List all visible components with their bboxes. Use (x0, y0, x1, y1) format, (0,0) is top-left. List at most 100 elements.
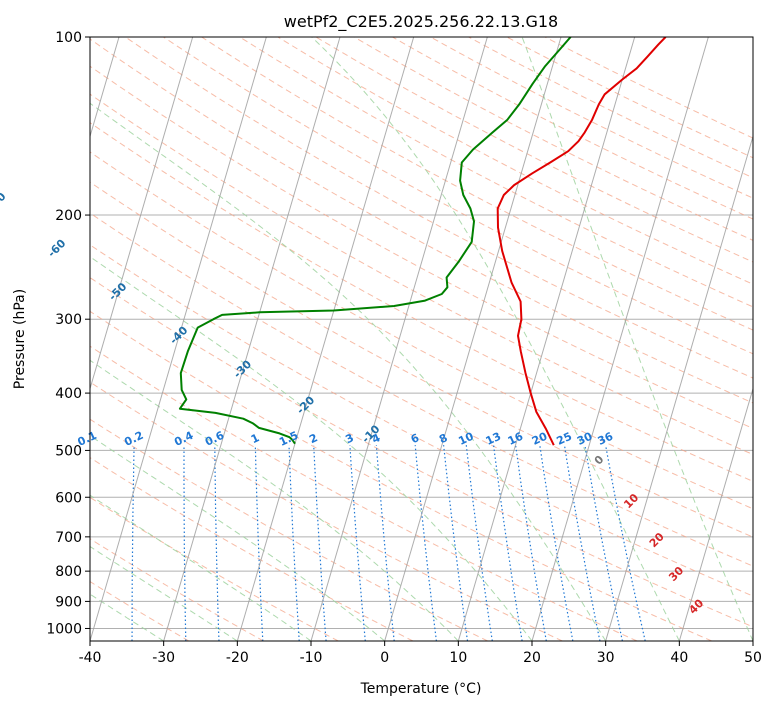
y-tick-label: 100 (55, 30, 82, 46)
dry-adiabat (90, 65, 753, 429)
dry-adiabat (90, 181, 753, 538)
mixing-ratio-line (465, 445, 493, 641)
mixing-ratio-line (82, 445, 88, 641)
mixing-ratio-label: 13 (484, 430, 503, 448)
y-tick-label: 400 (55, 386, 82, 402)
dry-adiabat (90, 457, 414, 641)
isotherm-line (90, 37, 267, 641)
mixing-ratio-line (349, 445, 366, 641)
dry-adiabat (353, 37, 753, 241)
mixing-ratio-label: 0.6 (203, 429, 226, 449)
isotherm-label: -70 (0, 190, 9, 213)
dry-adiabat (201, 37, 753, 331)
dry-adiabat (90, 38, 753, 404)
isotherm-line (310, 37, 488, 641)
theta-label: 30 (666, 564, 686, 584)
mixing-ratio-label: 1 (249, 431, 261, 446)
dry-adiabat (277, 37, 753, 285)
isotherm-line (678, 386, 753, 641)
y-tick-label: 200 (55, 208, 82, 224)
y-tick-label: 300 (55, 312, 82, 328)
background-lines (82, 37, 753, 641)
dry-adiabat (90, 122, 753, 482)
y-tick-label: 1000 (46, 621, 82, 637)
dry-adiabat (544, 37, 753, 139)
mixing-ratio-label: 30 (575, 430, 595, 448)
y-tick-label: 700 (55, 530, 82, 546)
temperature-profile (496, 37, 667, 446)
dry-adiabat (90, 93, 753, 456)
x-axis-label: Temperature (°C) (360, 681, 482, 697)
x-tick-label: -20 (226, 650, 249, 666)
theta-label: 20 (647, 530, 667, 550)
isotherm-line (605, 134, 753, 641)
isotherm-line (531, 37, 709, 641)
dry-adiabat (90, 310, 712, 641)
y-tick-label: 600 (55, 490, 82, 506)
dry-adiabat (90, 345, 638, 641)
x-tick-label: 10 (449, 650, 467, 666)
data-lines (178, 37, 667, 446)
dry-adiabat (392, 37, 753, 220)
dry-adiabat (125, 37, 753, 379)
moist-adiabat (90, 494, 312, 641)
isotherm-line (752, 639, 753, 641)
x-tick-label: 30 (597, 650, 615, 666)
isotherm-line (236, 37, 415, 641)
dry-adiabat (315, 37, 753, 263)
y-tick-label: 900 (55, 594, 82, 610)
mixing-ratio-label: 0.2 (122, 429, 145, 449)
x-tick-label: 20 (523, 650, 541, 666)
mixing-ratio-line (214, 445, 220, 641)
dry-adiabat (90, 581, 190, 641)
isotherm-line (90, 37, 194, 391)
dry-adiabat (90, 277, 753, 628)
mixing-ratio-line (515, 445, 547, 641)
isotherm-line (384, 37, 562, 641)
y-tick-label: 800 (55, 564, 82, 580)
y-tick-label: 500 (55, 443, 82, 459)
moist-adiabat (521, 37, 753, 641)
mixing-ratio-label: 25 (555, 430, 574, 448)
mixing-ratio-line (375, 445, 395, 641)
isotherm-label: -30 (231, 357, 254, 380)
dry-adiabat (239, 37, 753, 308)
isotherm-label: -40 (167, 324, 190, 347)
x-tick-label: -40 (79, 650, 102, 666)
mixing-ratio-line (414, 445, 437, 641)
mixing-ratio-label: 2 (307, 431, 319, 446)
x-tick-label: 40 (670, 650, 688, 666)
moist-adiabat (90, 102, 607, 641)
moist-adiabat (90, 545, 238, 641)
isotherm-line (163, 37, 341, 641)
mixing-ratio-line (493, 445, 523, 641)
mixing-ratio-line (563, 445, 601, 641)
isotherm-line (457, 37, 636, 641)
mixing-ratio-line (584, 445, 623, 641)
x-tick-label: -30 (152, 650, 175, 666)
x-tick-label: 0 (380, 650, 389, 666)
mixing-ratio-label: 1.5 (277, 429, 300, 449)
dry-adiabat (430, 37, 753, 199)
mixing-ratio-label: 3 (343, 431, 355, 446)
mixing-ratio-line (288, 445, 300, 641)
dry-adiabat (468, 37, 753, 179)
mixing-ratio-label: 10 (456, 430, 476, 448)
mixing-ratio-line (183, 445, 187, 641)
dry-adiabat (506, 37, 753, 159)
theta-label: 10 (621, 491, 641, 511)
mixing-ratio-label: 16 (506, 430, 526, 448)
mixing-ratio-line (313, 445, 327, 641)
dry-adiabat (163, 37, 753, 355)
mixing-ratio-line (131, 445, 135, 641)
mixing-ratio-line (254, 445, 264, 641)
y-axis-label: Pressure (hPa) (12, 289, 28, 389)
mixing-ratio-label: 8 (437, 431, 449, 446)
isotherm-label: -20 (294, 393, 317, 416)
mixing-ratio-label: 36 (596, 430, 616, 448)
isotherm-label: -60 (45, 236, 68, 259)
dry-adiabat (90, 212, 753, 567)
dewpoint-profile (178, 37, 572, 445)
y-axis: 100 200 300 400 500 600 700 800 900 1000 (46, 30, 90, 637)
